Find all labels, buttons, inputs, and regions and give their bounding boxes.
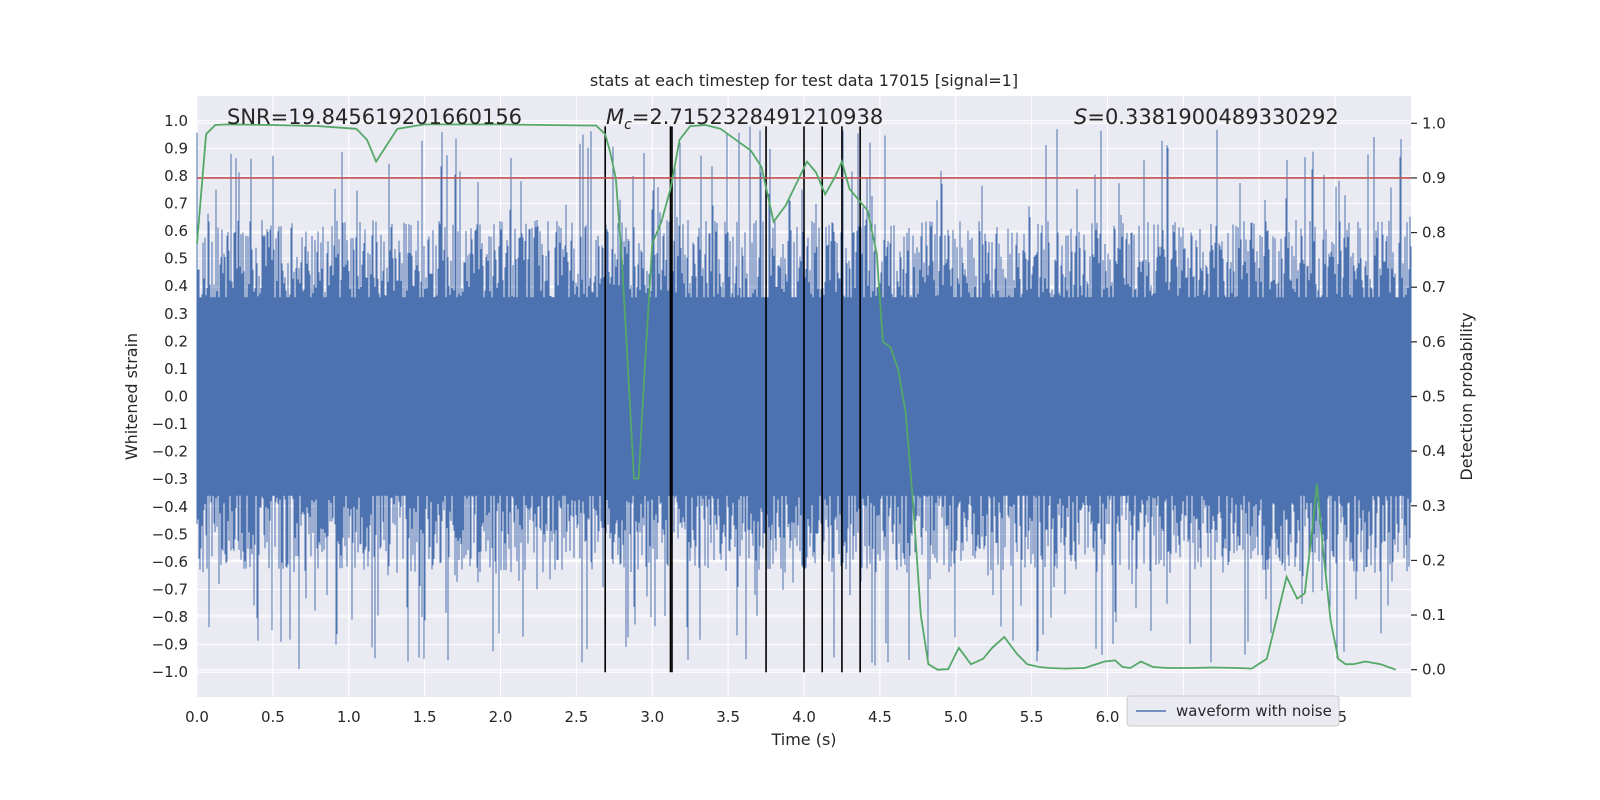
x-axis-label: Time (s) [770, 730, 836, 749]
x-tick-label: 0.0 [185, 708, 209, 726]
y-tick-label: −0.9 [152, 636, 188, 654]
score-annotation: S=0.3381900489330292 [1074, 105, 1339, 129]
y-tick-label: −1.0 [152, 663, 188, 681]
y2-tick-label: 0.4 [1422, 442, 1446, 460]
y-tick-label: 1.0 [164, 112, 188, 130]
legend-label-waveform: waveform with noise [1176, 702, 1332, 720]
y2-tick-label: 0.5 [1422, 388, 1446, 406]
x-tick-label: 1.0 [337, 708, 361, 726]
x-tick-label: 6.0 [1096, 708, 1120, 726]
y-tick-label: −0.7 [152, 580, 188, 598]
chirp-mass-symbol: M [606, 105, 624, 129]
snr-annotation: SNR=19.845619201660156 [227, 105, 522, 129]
y2-tick-label: 0.6 [1422, 333, 1446, 351]
x-tick-label: 3.0 [640, 708, 664, 726]
y-tick-label: 0.2 [164, 332, 188, 350]
y-tick-label: −0.3 [152, 470, 188, 488]
y-tick-label: −0.5 [152, 525, 188, 543]
y-tick-label: −0.8 [152, 608, 188, 626]
y2-tick-label: 0.1 [1422, 606, 1446, 624]
y-tick-label: 0.1 [164, 360, 188, 378]
x-tick-label: 1.5 [413, 708, 437, 726]
chart: 1.0 0.9 0.8 0.7 0.6 0.5 0.4 0.3 0.2 0.1 0.0 −0.1 −0.… [0, 0, 1600, 800]
x-tick-label: 5.5 [1020, 708, 1044, 726]
y2-tick-label: 0.3 [1422, 497, 1446, 515]
x-tick-label: 5.0 [944, 708, 968, 726]
legend: waveform with noise [1127, 696, 1339, 726]
y-tick-label: −0.2 [152, 443, 188, 461]
y-tick-label: 0.8 [164, 167, 188, 185]
y2-axis-label: Detection probability [1457, 312, 1476, 480]
x-tick-label: 2.5 [564, 708, 588, 726]
x-tick-label: 2.0 [489, 708, 513, 726]
y-tick-label: 0.3 [164, 305, 188, 323]
y2-tick-label: 0.7 [1422, 278, 1446, 296]
x-tick-label: 3.5 [716, 708, 740, 726]
y-tick-label: −0.6 [152, 553, 188, 571]
y2-tick-label: 0.0 [1422, 661, 1446, 679]
y-axis-label: Whitened strain [122, 333, 141, 460]
y-tick-label: 0.9 [164, 139, 188, 157]
chirp-mass-value: =2.7152328491210938 [632, 105, 883, 129]
y2-tick-label: 1.0 [1422, 114, 1446, 132]
y2-tick-label: 0.8 [1422, 224, 1446, 242]
y-tick-label: −0.4 [152, 498, 188, 516]
y-tick-label: 0.7 [164, 195, 188, 213]
y-tick-label: 0.0 [164, 388, 188, 406]
chart-title: stats at each timestep for test data 170… [590, 71, 1018, 90]
x-tick-label: 4.0 [792, 708, 816, 726]
y-tick-label: 0.5 [164, 250, 188, 268]
y-tick-label: 0.6 [164, 222, 188, 240]
y2-tick-label: 0.2 [1422, 551, 1446, 569]
score-symbol: S [1074, 105, 1087, 129]
y-tick-label: 0.4 [164, 277, 188, 295]
score-value: =0.3381900489330292 [1087, 105, 1338, 129]
y2-tick-label: 0.9 [1422, 169, 1446, 187]
chirp-mass-annotation: Mc=2.7152328491210938 [606, 105, 883, 133]
x-tick-label: 4.5 [868, 708, 892, 726]
y-tick-label: −0.1 [152, 415, 188, 433]
x-tick-label: 0.5 [261, 708, 285, 726]
